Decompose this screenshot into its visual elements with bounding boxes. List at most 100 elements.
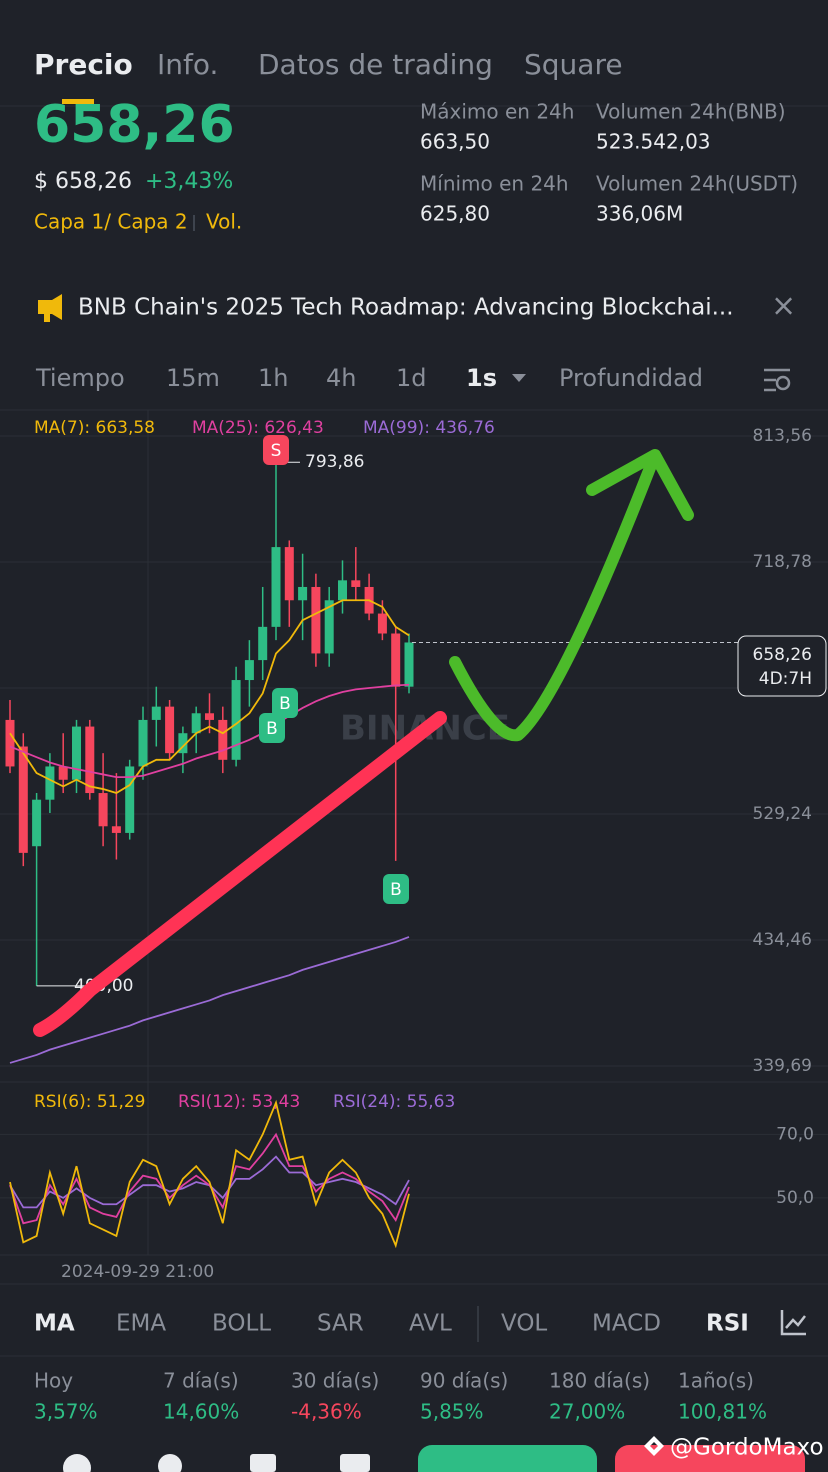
candle-body xyxy=(351,580,361,587)
candle-body xyxy=(45,766,55,800)
candle-body xyxy=(191,713,201,734)
trade-marker xyxy=(263,435,289,465)
y-tick-label: 529,24 xyxy=(753,804,812,824)
indicator-tab[interactable]: BOLL xyxy=(212,1311,271,1337)
stat-label: Volumen 24h(BNB) xyxy=(596,100,786,124)
performance-value: 14,60% xyxy=(163,1400,239,1424)
candle-body xyxy=(324,600,334,654)
performance-label: 30 día(s) xyxy=(291,1369,379,1393)
price-tag-value: 658,26 xyxy=(753,645,812,665)
stat-label: Volumen 24h(USDT) xyxy=(596,172,798,196)
interval[interactable]: 1s xyxy=(466,364,497,392)
indicator-tab[interactable]: SAR xyxy=(317,1311,364,1337)
interval[interactable]: 1h xyxy=(258,364,288,392)
indicator-tab[interactable]: VOL xyxy=(501,1311,547,1337)
candle-body xyxy=(311,586,321,654)
chart-icon[interactable] xyxy=(780,1310,806,1336)
price-change: +3,43% xyxy=(145,169,233,194)
performance-value: 3,57% xyxy=(34,1400,98,1424)
stat-label: Máximo en 24h xyxy=(420,100,574,124)
stat-label: Mínimo en 24h xyxy=(420,172,569,196)
interval[interactable]: 1d xyxy=(396,364,427,392)
y-tick-label: 339,69 xyxy=(753,1056,812,1076)
indicator-tab[interactable]: RSI xyxy=(706,1311,749,1337)
drawing-red xyxy=(33,711,447,1037)
ma-legend: MA(99): 436,76 xyxy=(363,418,495,438)
tab[interactable]: Datos de trading xyxy=(258,48,493,81)
trade-marker-label: B xyxy=(266,719,278,739)
indicator-tab[interactable]: AVL xyxy=(409,1311,452,1337)
news-text[interactable]: BNB Chain's 2025 Tech Roadmap: Advancing… xyxy=(78,295,734,321)
candle-body xyxy=(5,719,15,767)
tab[interactable]: Square xyxy=(524,48,623,81)
candle-body xyxy=(338,580,347,601)
candle-body xyxy=(58,766,68,780)
close-button[interactable]: × xyxy=(771,289,796,324)
interval[interactable]: 4h xyxy=(326,364,356,392)
ma-legend: MA(25): 626,43 xyxy=(192,418,324,438)
rsi-legend: RSI(12): 53,43 xyxy=(178,1092,300,1112)
buy-button[interactable] xyxy=(418,1445,597,1472)
trade-marker-label: B xyxy=(279,694,291,714)
candle-body xyxy=(125,766,135,833)
candle-body xyxy=(258,626,268,661)
candle-body xyxy=(151,706,161,720)
tab[interactable]: Info. xyxy=(157,48,218,81)
performance-label: 180 día(s) xyxy=(549,1369,650,1393)
candle-body xyxy=(271,547,281,627)
trade-marker xyxy=(383,874,409,904)
interval[interactable]: Tiempo xyxy=(35,364,125,392)
candle-body xyxy=(231,680,241,760)
indicator-tab[interactable]: MACD xyxy=(592,1311,661,1337)
sell-button[interactable] xyxy=(615,1445,805,1472)
watermark-icon xyxy=(644,1436,664,1456)
y-tick-label: 70,0 xyxy=(776,1124,814,1144)
interval[interactable]: 15m xyxy=(166,364,220,392)
candle-body xyxy=(138,719,148,767)
indicator-tab[interactable]: EMA xyxy=(116,1311,166,1337)
price-tag-countdown: 4D:7H xyxy=(759,669,812,689)
trade-marker xyxy=(272,688,298,718)
rsi-legend: RSI(24): 55,63 xyxy=(333,1092,455,1112)
candle-body xyxy=(32,799,42,847)
bottom-icons xyxy=(63,1454,370,1472)
dropdown-arrow xyxy=(512,374,526,382)
candle-body xyxy=(298,586,308,601)
annotation: 793,86 xyxy=(305,452,364,472)
performance-label: 90 día(s) xyxy=(420,1369,508,1393)
candle-body xyxy=(218,719,228,760)
settings-icon[interactable] xyxy=(764,368,791,392)
stat-value: 336,06M xyxy=(596,202,683,226)
performance-value: 5,85% xyxy=(420,1400,484,1424)
rsi-legend: RSI(6): 51,29 xyxy=(34,1092,146,1112)
tab[interactable]: Precio xyxy=(34,48,133,81)
rsi-line xyxy=(9,1099,410,1249)
performance-value: 27,00% xyxy=(549,1400,625,1424)
candle-body xyxy=(111,826,121,833)
price-tag xyxy=(737,635,827,697)
drawing-green xyxy=(449,449,694,742)
performance-value: -4,36% xyxy=(291,1400,362,1424)
candle-body xyxy=(205,713,214,720)
candle-body xyxy=(98,793,108,827)
interval[interactable]: Profundidad xyxy=(559,364,703,392)
ma-line xyxy=(9,683,410,778)
indicator-tab[interactable]: MA xyxy=(34,1311,75,1337)
performance-label: 1año(s) xyxy=(678,1369,754,1393)
last-price: 658,26 xyxy=(34,95,235,155)
stat-value: 663,50 xyxy=(420,130,490,154)
stat-value: 625,80 xyxy=(420,202,490,226)
usd-price: $ 658,26 xyxy=(34,169,132,194)
candle-body xyxy=(404,642,414,687)
trade-marker-label: B xyxy=(390,880,402,900)
x-tick-label: 2024-09-29 21:00 xyxy=(61,1262,214,1282)
candle-body xyxy=(178,733,188,754)
ma-legend: MA(7): 663,58 xyxy=(34,418,155,438)
performance-label: Hoy xyxy=(34,1369,73,1393)
performance-value: 100,81% xyxy=(678,1400,767,1424)
candle-body xyxy=(18,746,28,853)
performance-label: 7 día(s) xyxy=(163,1369,239,1393)
tag: Vol. xyxy=(206,210,242,234)
